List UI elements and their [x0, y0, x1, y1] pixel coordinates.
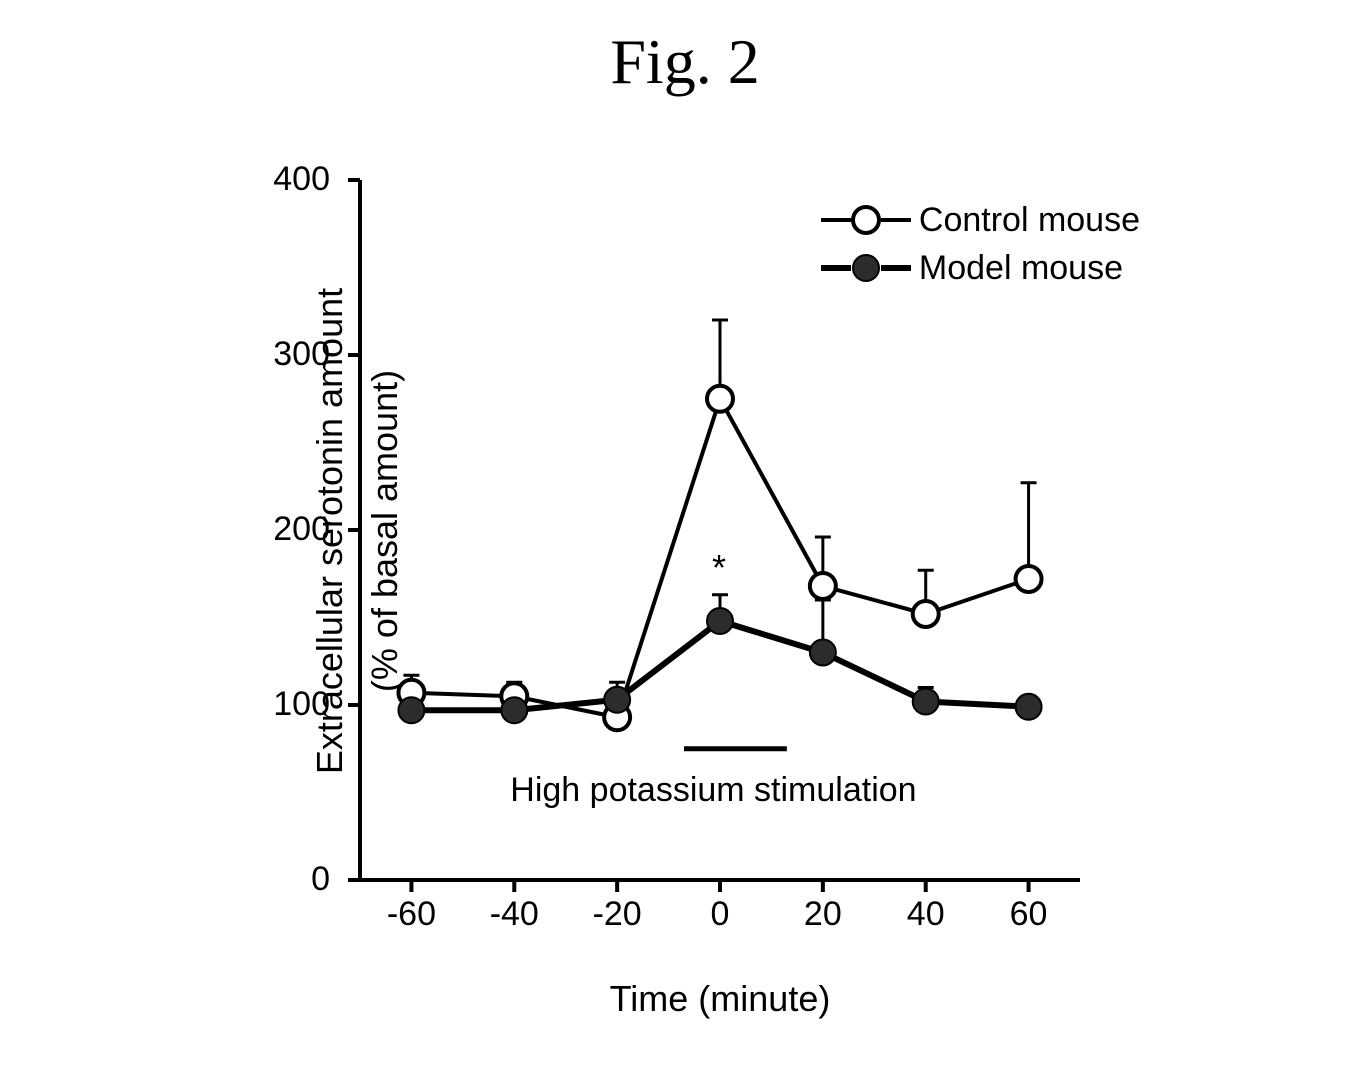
x-tick-label: 20 — [788, 895, 858, 934]
y-tick-label: 400 — [230, 160, 330, 199]
legend-label-model: Model mouse — [919, 249, 1123, 288]
chart-area: Extracellular serotonin amount (% of bas… — [230, 180, 1150, 1010]
legend: Control mouse Model mouse — [821, 200, 1140, 296]
figure-title: Fig. 2 — [0, 25, 1370, 99]
x-tick-label: 40 — [891, 895, 961, 934]
y-tick-label: 100 — [230, 685, 330, 724]
legend-label-control: Control mouse — [919, 201, 1140, 240]
x-tick-label: -40 — [479, 895, 549, 934]
y-tick-label: 200 — [230, 510, 330, 549]
legend-entry-control: Control mouse — [821, 200, 1140, 240]
y-tick-label: 0 — [230, 860, 330, 899]
significance-marker: * — [712, 547, 726, 589]
y-tick-label: 300 — [230, 335, 330, 374]
legend-entry-model: Model mouse — [821, 248, 1140, 288]
legend-marker-control — [821, 200, 911, 240]
legend-marker-model — [821, 248, 911, 288]
x-axis-label: Time (minute) — [360, 978, 1080, 1020]
x-tick-label: -20 — [582, 895, 652, 934]
x-tick-label: 60 — [994, 895, 1064, 934]
x-tick-label: -60 — [376, 895, 446, 934]
x-tick-label: 0 — [685, 895, 755, 934]
stimulation-label: High potassium stimulation — [510, 771, 916, 810]
